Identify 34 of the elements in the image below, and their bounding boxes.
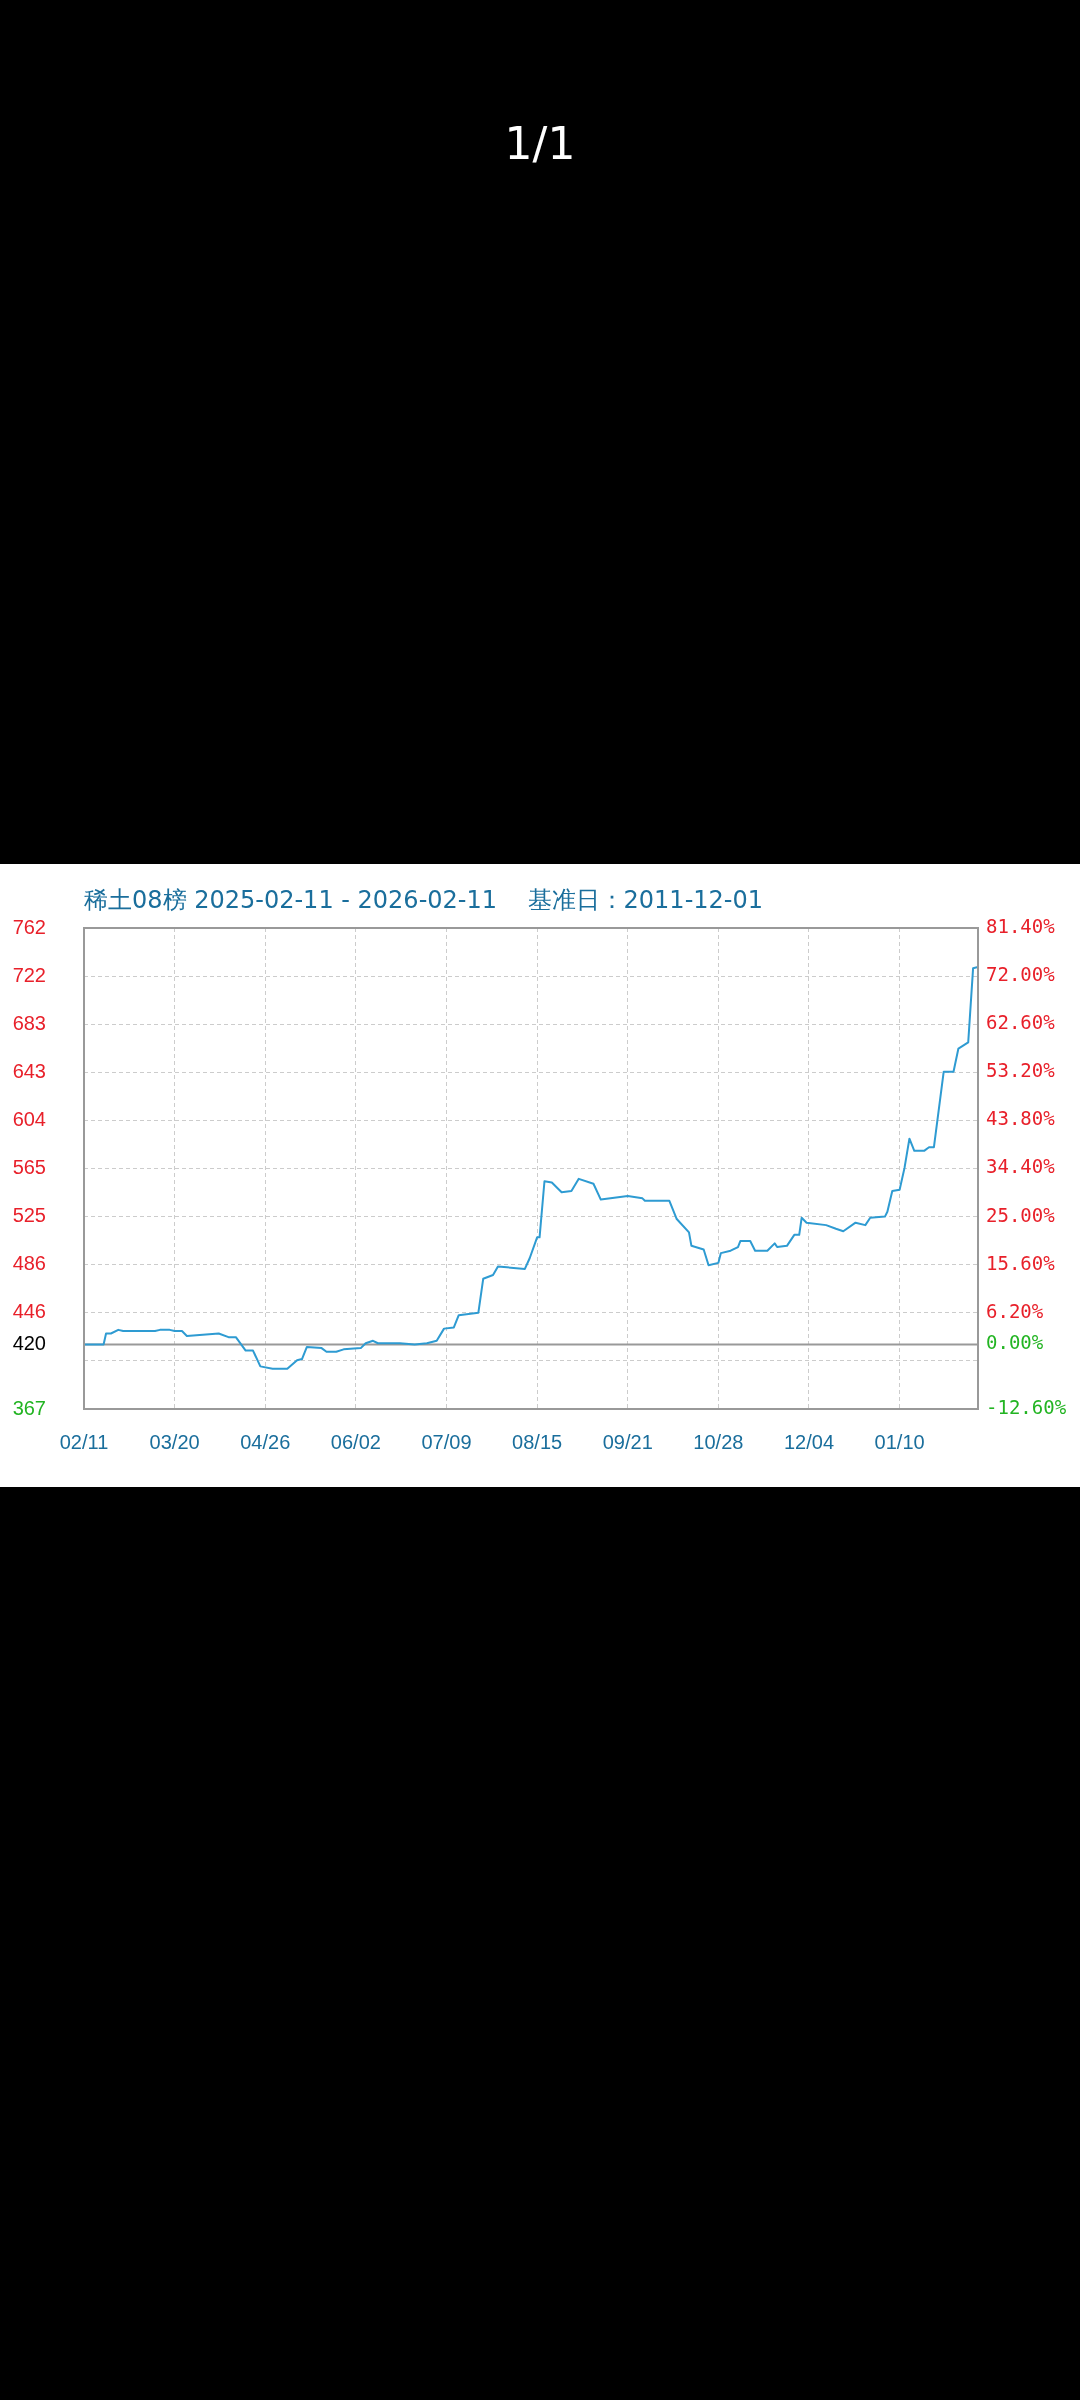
y-tick-label: 683 <box>12 1011 46 1034</box>
y-tick-label: 722 <box>12 963 46 986</box>
y-tick-label: 446 <box>12 1300 46 1323</box>
x-tick-label: 10/28 <box>693 1430 744 1453</box>
y2-tick-label: 81.40% <box>986 914 1056 937</box>
y2-tick-label: 72.00% <box>986 963 1056 986</box>
y2-tick-label: 53.20% <box>986 1059 1056 1082</box>
y-tick-label: 565 <box>12 1156 46 1179</box>
text: 1/1 <box>503 118 577 169</box>
y2-tick-label: 6.20% <box>986 1299 1044 1322</box>
y-tick-label: 525 <box>12 1204 46 1227</box>
y2-tick-label: 25.00% <box>986 1203 1056 1226</box>
x-tick-label: 06/02 <box>330 1430 381 1453</box>
y2-tick-label: 15.60% <box>986 1251 1056 1274</box>
y-tick-label: 762 <box>12 915 46 938</box>
y2-tick-label: 43.80% <box>986 1107 1056 1130</box>
y-tick-label: 486 <box>12 1252 46 1275</box>
y2-tick-label: 0.00% <box>986 1331 1044 1354</box>
x-tick-label: 03/20 <box>149 1430 200 1453</box>
y2-tick-label: -12.60% <box>986 1395 1067 1418</box>
x-tick-label: 02/11 <box>59 1430 109 1453</box>
y2-tick-label: 62.60% <box>986 1011 1056 1034</box>
y-tick-label: 420 <box>12 1331 46 1354</box>
x-tick-label: 04/26 <box>240 1430 291 1453</box>
y-tick-label: 604 <box>12 1107 46 1130</box>
x-tick-label: 12/04 <box>783 1430 835 1453</box>
y-tick-label: 367 <box>12 1396 46 1419</box>
x-tick-label: 08/15 <box>512 1430 563 1453</box>
x-tick-label: 09/21 <box>602 1430 653 1453</box>
y-tick-label: 643 <box>12 1059 46 1082</box>
x-tick-label: 01/10 <box>874 1430 925 1453</box>
x-tick-label: 07/09 <box>421 1430 472 1453</box>
y2-tick-label: 34.40% <box>986 1155 1056 1178</box>
chart-title: 稀土08榜 2025-02-11 - 2026-02-11 基准日：2011-12-01 <box>84 886 764 914</box>
